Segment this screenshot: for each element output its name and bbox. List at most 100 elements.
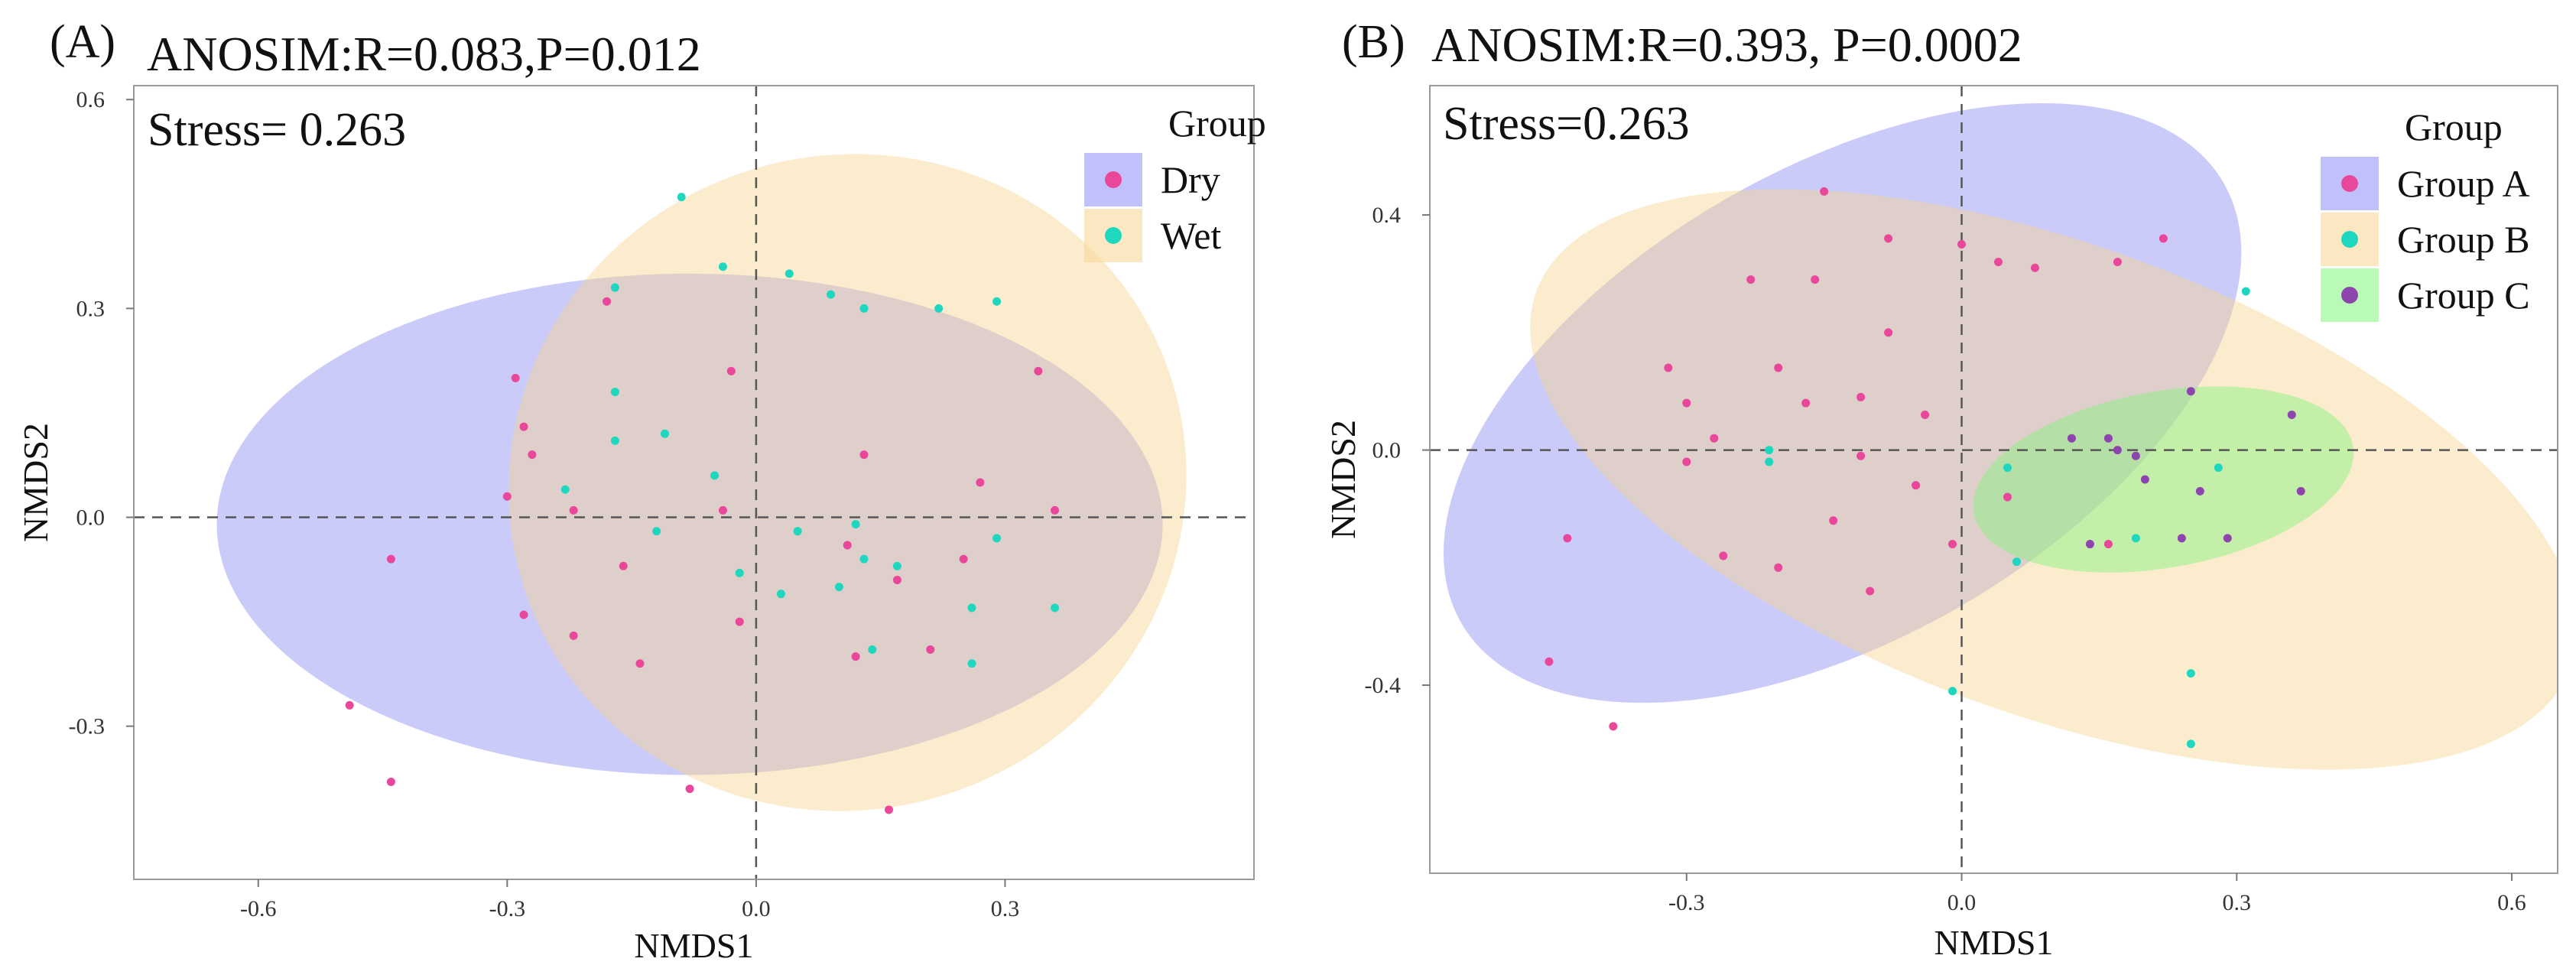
legend-label: Wet [1161,214,1221,257]
point-dry-13 [735,617,744,626]
legend-label: Group B [2397,218,2530,261]
point-group-a-7 [1746,275,1756,284]
stress-annotation: Stress=0.263 [1443,98,1690,150]
point-group-c-1 [2287,410,2296,419]
panel-title: ANOSIM:R=0.083,P=0.012 [147,27,701,81]
point-group-b-5 [2131,534,2140,543]
point-wet-3 [610,283,619,292]
point-group-a-21 [2003,492,2012,502]
x-tick-label: 0.6 [2497,890,2526,915]
point-group-a-24 [1866,586,1875,596]
point-wet-6 [934,304,944,313]
point-wet-19 [892,561,901,570]
legend-label: Group A [2397,162,2530,205]
point-wet-25 [967,659,976,668]
point-dry-18 [976,478,985,487]
y-tick-label: -0.3 [69,714,106,739]
y-tick-label: 0.0 [76,505,106,531]
point-dry-12 [635,659,645,668]
ellipse-wet [508,154,1187,811]
point-group-a-1 [1884,234,1893,243]
point-group-a-26 [1563,534,1572,543]
point-wet-5 [859,304,869,313]
point-dry-14 [345,700,354,710]
panel-letter: (A) [50,16,115,68]
point-group-a-25 [1948,540,1957,549]
point-group-a-2 [1957,240,1967,249]
point-wet-16 [992,534,1002,543]
point-group-a-10 [1664,363,1673,372]
point-dry-24 [851,652,860,661]
point-group-c-10 [2177,534,2186,543]
point-dry-22 [892,575,901,584]
point-group-a-15 [1921,410,1930,419]
point-dry-25 [926,645,935,655]
ellipse-group-a [1443,102,2242,703]
point-group-a-14 [1856,392,1866,401]
point-wet-0 [677,193,686,202]
x-tick-label: -0.6 [240,896,277,921]
point-wet-26 [868,896,876,905]
point-group-c-9 [2085,540,2094,549]
point-dry-9 [386,554,395,564]
ellipse-group-c [1973,386,2354,573]
panel-title: ANOSIM:R=0.393, P=0.0002 [1431,18,2022,72]
point-dry-10 [519,610,528,619]
x-tick-label: 0.3 [991,896,1020,921]
x-axis-title: NMDS1 [1934,923,2054,962]
point-group-a-27 [1545,657,1554,666]
ellipse-group-b [1530,189,2558,770]
point-dry-23 [959,554,968,564]
point-dry-21 [843,541,852,550]
point-group-a-6 [2159,234,2168,243]
point-wet-4 [827,290,836,299]
point-dry-7 [718,505,727,515]
x-tick-label: -0.3 [489,896,526,921]
plot-area [134,86,1254,905]
legend-point [1105,171,1122,188]
point-group-a-12 [1682,398,1691,408]
point-dry-17 [859,450,869,460]
point-group-b-2 [1765,457,1774,466]
point-group-c-3 [2067,434,2076,443]
y-axis-title: NMDS2 [16,423,55,542]
point-group-a-29 [2103,540,2113,549]
point-group-a-5 [2113,258,2122,267]
point-wet-14 [793,527,802,536]
point-group-a-8 [1811,275,1820,284]
legend: Group Group A Group B Group C [2321,106,2530,322]
point-wet-9 [610,436,619,445]
point-wet-13 [652,527,661,536]
point-group-a-0 [1820,187,1829,196]
point-group-a-18 [1856,451,1866,460]
y-tick-label: 0.3 [76,296,106,321]
point-group-a-9 [1884,328,1893,337]
point-group-b-8 [1948,687,1957,696]
point-dry-4 [528,450,537,460]
point-wet-12 [560,485,570,494]
plot-border [1429,85,2558,874]
point-wet-2 [784,269,794,278]
point-group-c-4 [2131,451,2140,460]
point-dry-3 [519,422,528,431]
point-dry-11 [569,631,578,640]
point-group-a-23 [1774,563,1783,572]
stress-annotation: Stress= 0.263 [148,104,406,156]
point-wet-15 [851,520,860,529]
point-group-c-2 [2103,434,2113,443]
legend-label: Group C [2397,274,2530,317]
x-tick-label: 0.0 [1947,890,1977,915]
panel-letter: (B) [1342,16,1405,68]
y-tick-label: 0.4 [1372,203,1402,228]
point-dry-0 [603,297,612,306]
panel-b: -0.3 0.0 0.3 0.6 -0.4 0.0 0.4 NMDS1 NMDS2 (B) ANOS… [1324,16,2558,962]
point-group-a-11 [1774,363,1783,372]
plot-area [1430,86,2558,873]
legend-label: Dry [1161,158,1220,201]
point-group-b-4 [2214,463,2223,473]
legend: Group Dry Wet [1084,102,1266,262]
point-group-a-20 [1829,516,1838,525]
point-wet-21 [834,583,843,592]
point-dry-6 [569,505,578,515]
